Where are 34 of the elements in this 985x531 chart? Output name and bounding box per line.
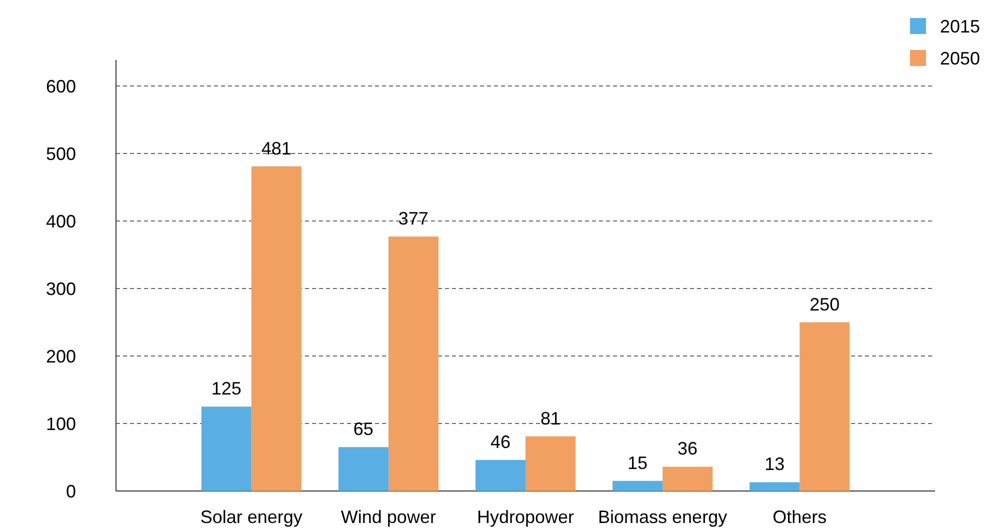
y-tick-label: 300 <box>46 278 76 299</box>
x-tick-label: Others <box>772 507 827 527</box>
bar <box>662 466 713 491</box>
x-tick-label: Hydropower <box>476 507 574 527</box>
bar <box>612 480 663 491</box>
data-label: 46 <box>490 432 511 452</box>
data-label: 81 <box>540 408 561 428</box>
y-tick-label: 0 <box>66 481 76 502</box>
y-tick-label: 400 <box>46 211 76 232</box>
x-tick-label: Wind power <box>340 507 436 527</box>
bar <box>388 236 438 491</box>
data-label: 36 <box>678 438 698 459</box>
bar <box>201 406 252 491</box>
x-tick-label: Biomass energy <box>598 507 728 527</box>
data-label: 125 <box>211 378 242 399</box>
bar <box>750 482 800 491</box>
bar <box>526 436 576 491</box>
y-tick-label: 500 <box>46 144 76 164</box>
y-tick-label: 100 <box>46 414 76 434</box>
data-label: 15 <box>628 452 648 473</box>
bar <box>251 166 302 491</box>
bar <box>800 322 850 491</box>
bar <box>476 460 526 491</box>
data-label: 13 <box>764 454 785 474</box>
data-label: 250 <box>810 294 840 314</box>
data-label: 65 <box>353 419 374 440</box>
bar <box>338 447 388 491</box>
data-label: 481 <box>261 138 292 158</box>
data-label: 377 <box>398 208 428 229</box>
legend-label: 2015 <box>940 16 980 36</box>
y-tick-label: 600 <box>46 76 76 96</box>
x-tick-label: Solar energy <box>200 507 302 527</box>
y-tick-label: 200 <box>46 346 76 366</box>
legend-label: 2050 <box>940 48 980 68</box>
